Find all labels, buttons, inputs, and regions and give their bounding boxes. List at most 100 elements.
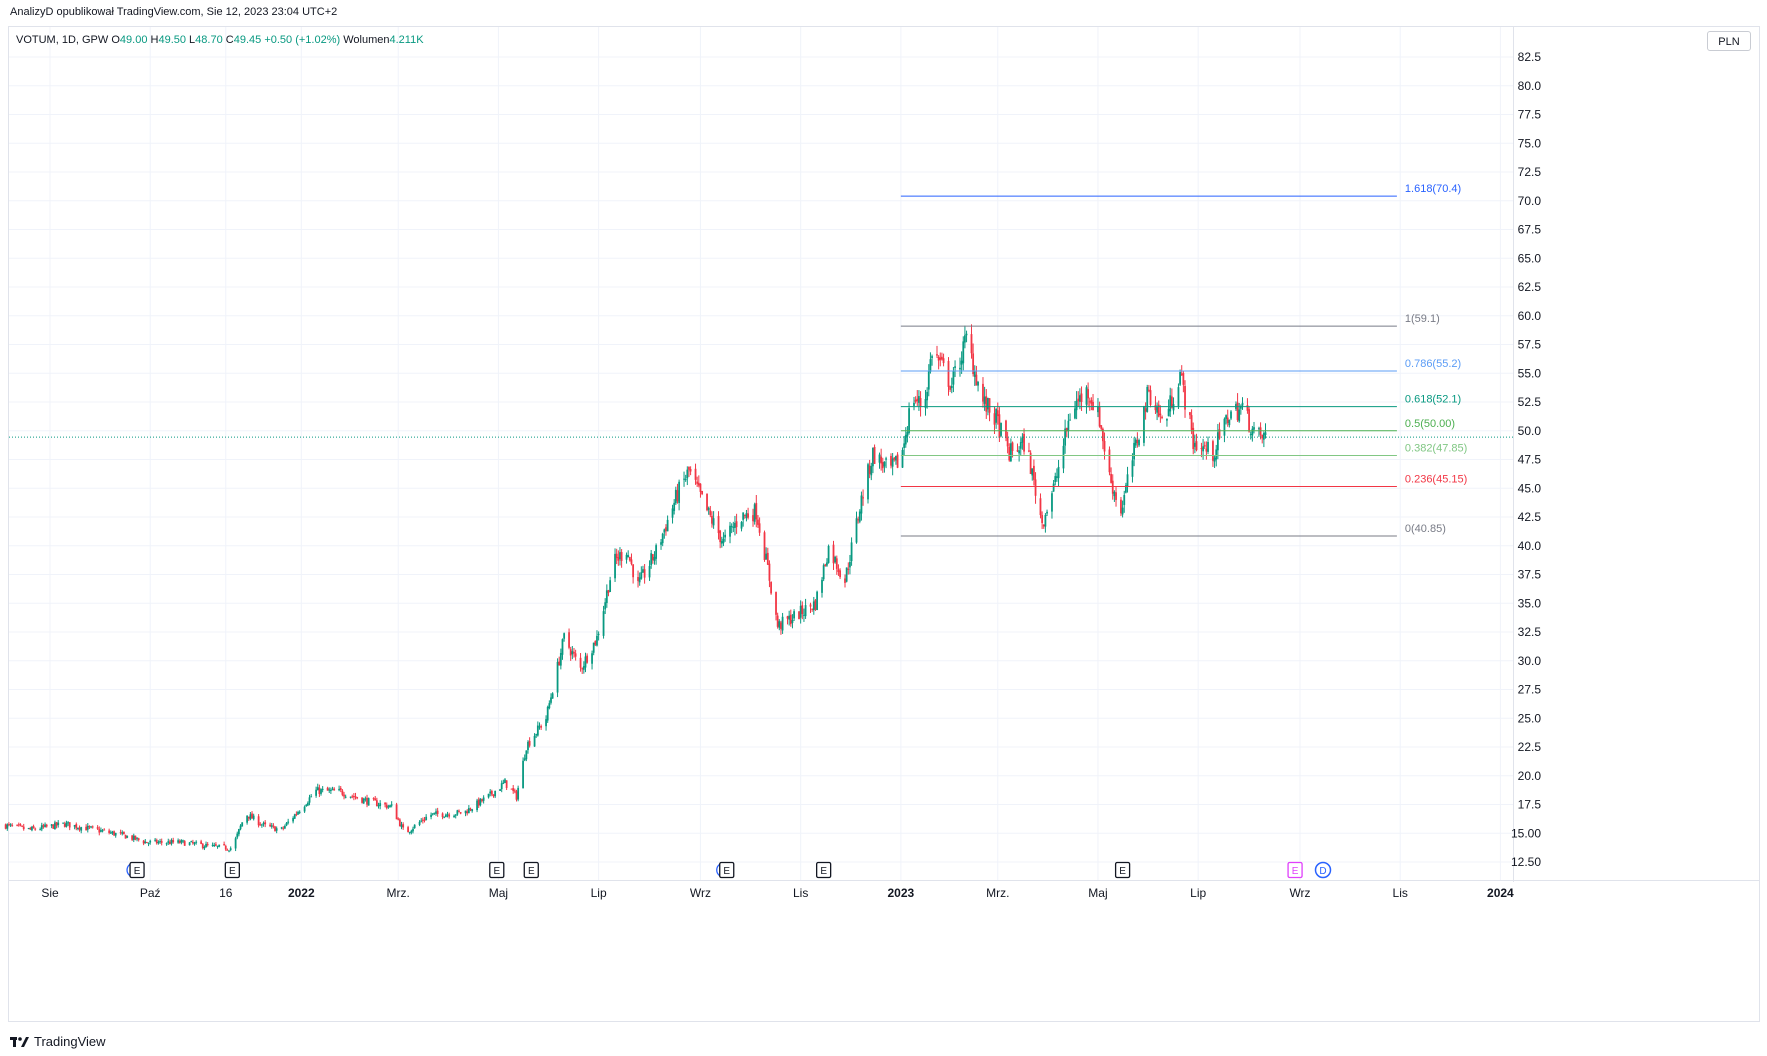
candle-body [379, 803, 382, 807]
candle-body [341, 790, 344, 795]
candle-body [868, 465, 871, 474]
candle-body [1000, 422, 1002, 436]
candle-body [799, 605, 802, 618]
price-tick-label: 47.5 [1518, 453, 1542, 467]
candle-body [328, 789, 331, 791]
candle-body [651, 554, 654, 561]
candle-body [1098, 406, 1101, 427]
candle-body [413, 824, 416, 829]
candle-body [418, 821, 421, 825]
candle-body [213, 844, 216, 846]
open-label: O [111, 34, 120, 46]
candle-body [444, 814, 447, 818]
candle-body [632, 564, 635, 578]
candle-body [665, 527, 667, 532]
candle-body [119, 832, 122, 834]
candle-body [96, 827, 99, 829]
candle-body [17, 824, 20, 826]
time-tick-label: Sie [41, 886, 59, 900]
earnings-marker-label: E [820, 866, 827, 877]
candle-body [32, 826, 35, 829]
price-tick-label: 70.0 [1518, 194, 1542, 208]
candle-body [1190, 415, 1193, 430]
candle-body [321, 788, 324, 790]
candle-body [123, 831, 125, 835]
candle-body [21, 825, 23, 827]
candle-body [1251, 428, 1254, 436]
candle-body [904, 434, 907, 445]
candle-body [1248, 409, 1250, 432]
candle-body [1055, 476, 1058, 478]
candle-body [798, 611, 800, 620]
candle-body [22, 826, 25, 830]
candle-body [712, 518, 715, 526]
candle-body [674, 489, 677, 504]
candle-body [1016, 450, 1019, 452]
candle-body [517, 787, 520, 800]
time-tick-label: Maj [489, 886, 508, 900]
candle-body [62, 822, 65, 824]
candle-body [315, 789, 317, 796]
candle-body [234, 838, 237, 849]
candle-body [891, 458, 894, 467]
candle-body [144, 841, 147, 844]
candle-body [31, 826, 33, 831]
candle-body [1172, 404, 1175, 411]
candle-body [757, 519, 759, 525]
candle-body [996, 410, 999, 417]
candle-body [642, 569, 644, 573]
candle-body [464, 810, 467, 814]
candle-body [1239, 405, 1242, 409]
candle-body [425, 816, 428, 820]
price-tick-label: 35.0 [1518, 596, 1542, 610]
candle-body [1161, 416, 1163, 418]
candle-body [1054, 476, 1057, 483]
candle-body [226, 849, 229, 851]
candles [4, 324, 1267, 853]
candle-body [962, 341, 965, 364]
candle-body [594, 640, 597, 645]
candle-body [356, 797, 359, 799]
candle-body [170, 840, 173, 844]
candle-body [477, 799, 480, 806]
candle-body [410, 830, 413, 833]
candle-body [361, 797, 363, 803]
candle-body [270, 825, 273, 827]
earnings-marker [816, 861, 832, 879]
candle-body [527, 741, 529, 751]
symbol-name[interactable]: VOTUM, 1D, GPW [16, 34, 109, 46]
candle-body [1236, 402, 1239, 421]
candle-body [103, 829, 106, 831]
candle-body [1103, 440, 1106, 452]
price-tick-label: 25.0 [1518, 711, 1542, 725]
candle-body [826, 562, 828, 566]
candle-body [1051, 493, 1053, 512]
candle-body [1006, 437, 1009, 447]
candle-body [947, 360, 950, 387]
candle-body [743, 514, 746, 516]
currency-button[interactable]: PLN [1707, 31, 1751, 51]
earnings-marker-label: E [1292, 866, 1299, 877]
candle-body [982, 383, 984, 402]
time-tick-label: 2024 [1487, 886, 1514, 900]
candle-body [550, 697, 552, 703]
candle-body [740, 522, 743, 529]
candle-body [280, 827, 283, 829]
earnings-marker [719, 861, 735, 879]
candle-body [1218, 429, 1221, 439]
candle-body [970, 334, 973, 354]
candle-body [344, 796, 347, 798]
candle-body [165, 843, 168, 845]
candle-body [193, 842, 196, 844]
candle-body [90, 826, 92, 828]
price-tick-label: 15.00 [1511, 826, 1541, 840]
tradingview-footer[interactable]: TradingView [10, 1034, 106, 1049]
candle-body [400, 824, 403, 828]
candle-body [638, 577, 641, 583]
price-tick-label: 37.5 [1518, 568, 1542, 582]
candle-body [604, 602, 607, 610]
open-value: 49.00 [119, 34, 148, 46]
candle-body [1069, 419, 1071, 421]
candle-body [331, 788, 334, 790]
